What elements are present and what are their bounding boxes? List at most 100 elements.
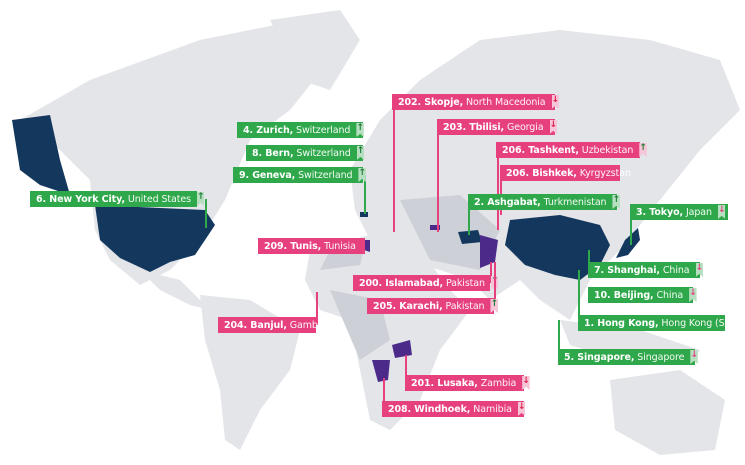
leader-line: [497, 150, 499, 230]
arrow-up-icon: ↑: [356, 123, 364, 137]
city-rank-name: 206. Bishkek,: [506, 167, 577, 179]
city-label: 204. Banjul, Gambia: [218, 317, 326, 333]
region-zambia: [392, 340, 412, 358]
city-label: 7. Shanghai, China ↓: [588, 262, 703, 278]
region-namibia: [372, 360, 390, 382]
city-rank-name: 10. Beijing,: [594, 289, 654, 301]
city-rank-name: 5. Singapore,: [564, 351, 635, 363]
city-rank-name: 201. Lusaka,: [411, 377, 478, 389]
country-name: Gambia: [286, 319, 327, 331]
arrow-up-icon: ↑: [490, 299, 498, 313]
city-rank-name: 7. Shanghai,: [594, 264, 660, 276]
arrow-up-icon: ↑: [196, 192, 205, 206]
arrow-down-icon: ↓: [689, 288, 697, 302]
country-name: Switzerland: [293, 124, 351, 136]
country-name: United States: [124, 193, 191, 205]
city-label: 206. Tashkent, Uzbekistan ↑: [496, 142, 647, 158]
city-label: 6. New York City, United States ↑: [30, 191, 205, 207]
city-rank-name: 205. Karachi,: [373, 300, 443, 312]
leader-line: [490, 262, 492, 283]
country-name: China: [653, 289, 684, 301]
country-name: Zambia: [477, 377, 517, 389]
country-name: China: [659, 264, 690, 276]
region-pakistan: [480, 235, 498, 268]
leader-line: [494, 262, 496, 306]
leader-line: [588, 250, 590, 270]
region-japan: [616, 228, 640, 258]
city-rank-name: 9. Geneva,: [239, 169, 296, 181]
country-name: Switzerland: [293, 147, 351, 159]
city-label: 3. Tokyo, Japan ↓: [630, 204, 728, 220]
city-rank-name: 203. Tbilisi,: [443, 121, 505, 133]
city-label: 10. Beijing, China ↓: [588, 287, 697, 303]
leader-line: [393, 102, 395, 232]
country-name: Tunisia: [321, 240, 356, 252]
city-label: 1. Hong Kong, Hong Kong (SAR): [578, 315, 741, 331]
city-label: 2. Ashgabat, Turkmenistan ↑: [468, 194, 620, 210]
arrow-down-icon: ↓: [690, 350, 698, 364]
country-name: North Macedonia: [463, 96, 546, 108]
region-turkmenistan: [458, 230, 482, 244]
city-label: 205. Karachi, Pakistan ↑: [367, 298, 498, 314]
city-rank-name: 8. Bern,: [252, 147, 294, 159]
city-rank-name: 204. Banjul,: [224, 319, 287, 331]
arrow-up-icon: ↑: [358, 168, 366, 182]
arrow-down-icon: ↓: [695, 263, 703, 277]
country-name: Uzbekistan: [578, 144, 634, 156]
country-name: Pakistan: [443, 277, 485, 289]
leader-line: [558, 320, 560, 357]
arrow-down-icon: ↓: [717, 205, 726, 219]
region-georgia: [430, 225, 440, 230]
region-switzerland: [360, 212, 368, 217]
leader-line: [316, 292, 318, 325]
land-south-america: [200, 295, 300, 450]
country-name: Hong Kong (SAR): [658, 317, 742, 329]
country-name: Kyrgyzstan: [576, 167, 631, 179]
land-central-america: [140, 270, 210, 310]
city-rank-name: 202. Skopje,: [398, 96, 464, 108]
arrow-up-icon: ↑: [639, 143, 647, 157]
arrow-up-icon: ↑: [612, 195, 620, 209]
country-name: Georgia: [504, 121, 544, 133]
land-shade-1: [400, 195, 500, 270]
city-label: 208. Windhoek, Namibia ↓: [382, 401, 526, 417]
city-rank-name: 206. Tashkent,: [502, 144, 579, 156]
leader-line: [383, 378, 385, 409]
city-label: 209. Tunis, Tunisia: [258, 238, 365, 254]
land-greenland: [270, 10, 360, 90]
city-label: 203. Tbilisi, Georgia ↓: [437, 119, 557, 135]
city-label: 9. Geneva, Switzerland ↑: [233, 167, 366, 183]
city-rank-name: 6. New York City,: [36, 193, 125, 205]
country-name: Turkmenistan: [540, 196, 607, 208]
country-name: Switzerland: [295, 169, 353, 181]
region-china: [505, 215, 610, 280]
city-label: 4. Zurich, Switzerland ↑: [237, 122, 364, 138]
city-label: 8. Bern, Switzerland ↑: [246, 145, 365, 161]
region-alaska: [12, 115, 70, 195]
country-name: Namibia: [470, 403, 512, 415]
city-label: 202. Skopje, North Macedonia ↓: [392, 94, 559, 110]
city-rank-name: 2. Ashgabat,: [474, 196, 541, 208]
city-label: 201. Lusaka, Zambia ↓: [405, 375, 530, 391]
country-name: Singapore: [634, 351, 685, 363]
city-rank-name: 208. Windhoek,: [388, 403, 471, 415]
city-label: 5. Singapore, Singapore ↓: [558, 349, 698, 365]
city-label: 200. Islamabad, Pakistan↑: [353, 275, 499, 291]
region-tunisia: [364, 240, 370, 252]
leader-line: [468, 202, 470, 235]
arrow-down-icon: ↓: [549, 120, 557, 134]
arrow-down-icon: ↓: [517, 402, 526, 416]
arrow-down-icon: ↓: [551, 95, 559, 109]
leader-line: [205, 199, 207, 228]
leader-line: [578, 270, 580, 323]
city-rank-name: 1. Hong Kong,: [584, 317, 659, 329]
leader-line: [630, 212, 632, 245]
leader-line: [405, 355, 407, 383]
country-name: Pakistan: [442, 300, 485, 312]
city-rank-name: 200. Islamabad,: [359, 277, 444, 289]
city-rank-name: 3. Tokyo,: [636, 206, 684, 218]
city-rank-name: 4. Zurich,: [243, 124, 294, 136]
land-australia: [610, 370, 725, 455]
